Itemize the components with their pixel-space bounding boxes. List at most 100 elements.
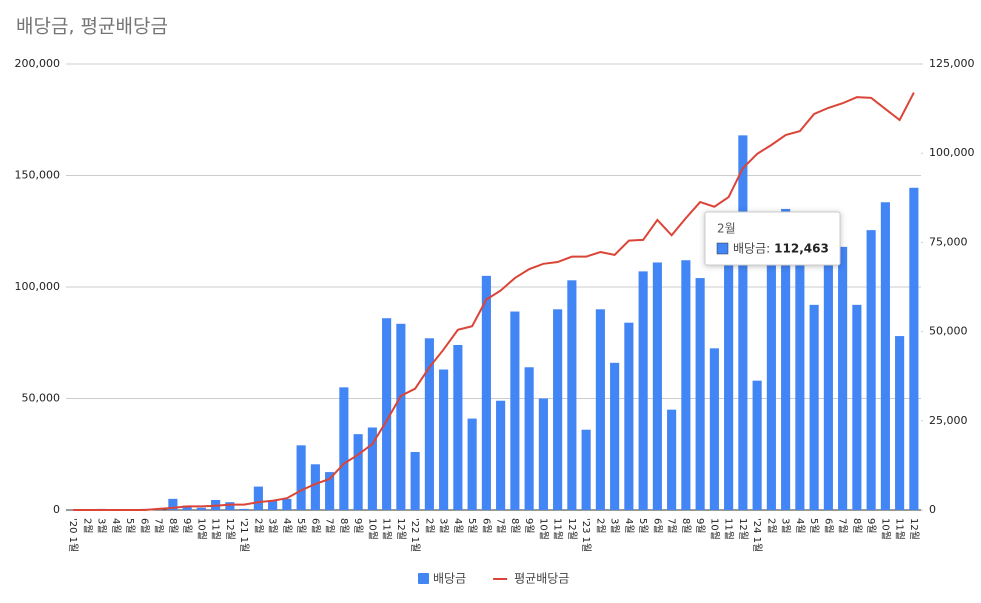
bar (652, 262, 662, 510)
x-tick-label: '20 1월 (67, 518, 79, 552)
y-tick-label: 0 (53, 503, 60, 516)
bar (724, 242, 734, 510)
y2-tick-label: 25,000 (929, 414, 968, 427)
bar (496, 400, 506, 510)
bar (610, 362, 620, 510)
x-tick-label: 5월 (808, 518, 820, 534)
x-tick-label: 3월 (438, 518, 450, 534)
x-tick-label: 10월 (195, 518, 207, 540)
bar (296, 445, 306, 510)
bar (553, 309, 563, 510)
bar (880, 202, 890, 510)
bar (453, 344, 463, 510)
x-tick-label: 11월 (552, 518, 564, 540)
bar (909, 187, 919, 510)
x-tick-label: '23 1월 (580, 518, 592, 552)
bar (766, 259, 776, 510)
bar (624, 322, 634, 510)
bar (182, 505, 192, 510)
bar (325, 472, 335, 510)
x-tick-label: 12월 (908, 518, 920, 540)
x-tick-label: 12월 (224, 518, 236, 540)
x-tick-label: 6월 (480, 518, 492, 534)
bar (196, 507, 206, 510)
bar (752, 380, 762, 510)
x-tick-label: 6월 (309, 518, 321, 534)
bar (467, 418, 477, 510)
bar (567, 280, 577, 510)
bar (709, 348, 719, 510)
bar (738, 135, 748, 511)
x-tick-label: 11월 (210, 518, 222, 540)
x-tick-label: 8월 (167, 518, 179, 534)
y2-tick-label: 125,000 (929, 57, 975, 70)
y-tick-label: 100,000 (15, 280, 61, 293)
bar (524, 367, 534, 510)
y-tick-label: 150,000 (15, 169, 61, 182)
bar (424, 338, 434, 510)
x-tick-label: 12월 (737, 518, 749, 540)
x-tick-label: 2월 (81, 518, 93, 534)
x-tick-label: 5월 (295, 518, 307, 534)
bar (396, 323, 406, 510)
x-tick-label: 10월 (879, 518, 891, 540)
x-tick-label: 4월 (623, 518, 635, 534)
x-tick-label: 5월 (466, 518, 478, 534)
x-tick-label: 9월 (694, 518, 706, 534)
x-tick-label: 4월 (794, 518, 806, 534)
bar (681, 260, 691, 510)
bar (310, 464, 320, 510)
bar (481, 275, 491, 510)
bar (638, 271, 648, 510)
bar (253, 486, 263, 510)
bar (282, 498, 292, 510)
bar (852, 304, 862, 510)
x-tick-label: '22 1월 (409, 518, 421, 552)
x-tick-label: '21 1월 (238, 518, 250, 552)
bar (823, 242, 833, 510)
x-tick-label: 3월 (267, 518, 279, 534)
x-tick-label: 10월 (537, 518, 549, 540)
bar (353, 434, 363, 510)
x-tick-label: 2월 (594, 518, 606, 534)
y-tick-label: 50,000 (22, 392, 61, 405)
x-tick-label: 7월 (666, 518, 678, 534)
bar (595, 309, 605, 510)
tooltip-box (704, 211, 841, 266)
bar (339, 387, 349, 510)
bar (382, 318, 392, 510)
bar (781, 208, 791, 510)
x-tick-label: 8월 (338, 518, 350, 534)
x-tick-label: 4월 (452, 518, 464, 534)
bar (239, 508, 249, 510)
x-tick-label: 4월 (110, 518, 122, 534)
bar (410, 452, 420, 510)
line (73, 92, 915, 511)
x-tick-label: 3월 (780, 518, 792, 534)
x-tick-label: 10월 (708, 518, 720, 540)
x-tick-label: 7월 (153, 518, 165, 534)
legend-label: 평균배당금 (514, 572, 569, 586)
y2-tick-label: 0 (929, 503, 936, 516)
bar (439, 369, 449, 510)
x-tick-label: '24 1월 (751, 518, 763, 552)
x-tick-label: 6월 (138, 518, 150, 534)
tooltip-value: 112,463 (774, 242, 829, 256)
x-tick-label: 9월 (352, 518, 364, 534)
x-tick-label: 7월 (495, 518, 507, 534)
x-tick-label: 9월 (523, 518, 535, 534)
bar (225, 502, 235, 510)
chart-title: 배당금, 평균배당금 (16, 16, 168, 38)
bar (667, 409, 677, 510)
x-tick-label: 6월 (822, 518, 834, 534)
x-tick-label: 7월 (837, 518, 849, 534)
x-tick-label: 12월 (566, 518, 578, 540)
bar (695, 278, 705, 510)
y2-tick-label: 50,000 (929, 325, 968, 338)
bar (168, 498, 178, 510)
x-tick-label: 11월 (723, 518, 735, 540)
y2-tick-label: 100,000 (929, 146, 975, 159)
x-tick-label: 11월 (381, 518, 393, 540)
